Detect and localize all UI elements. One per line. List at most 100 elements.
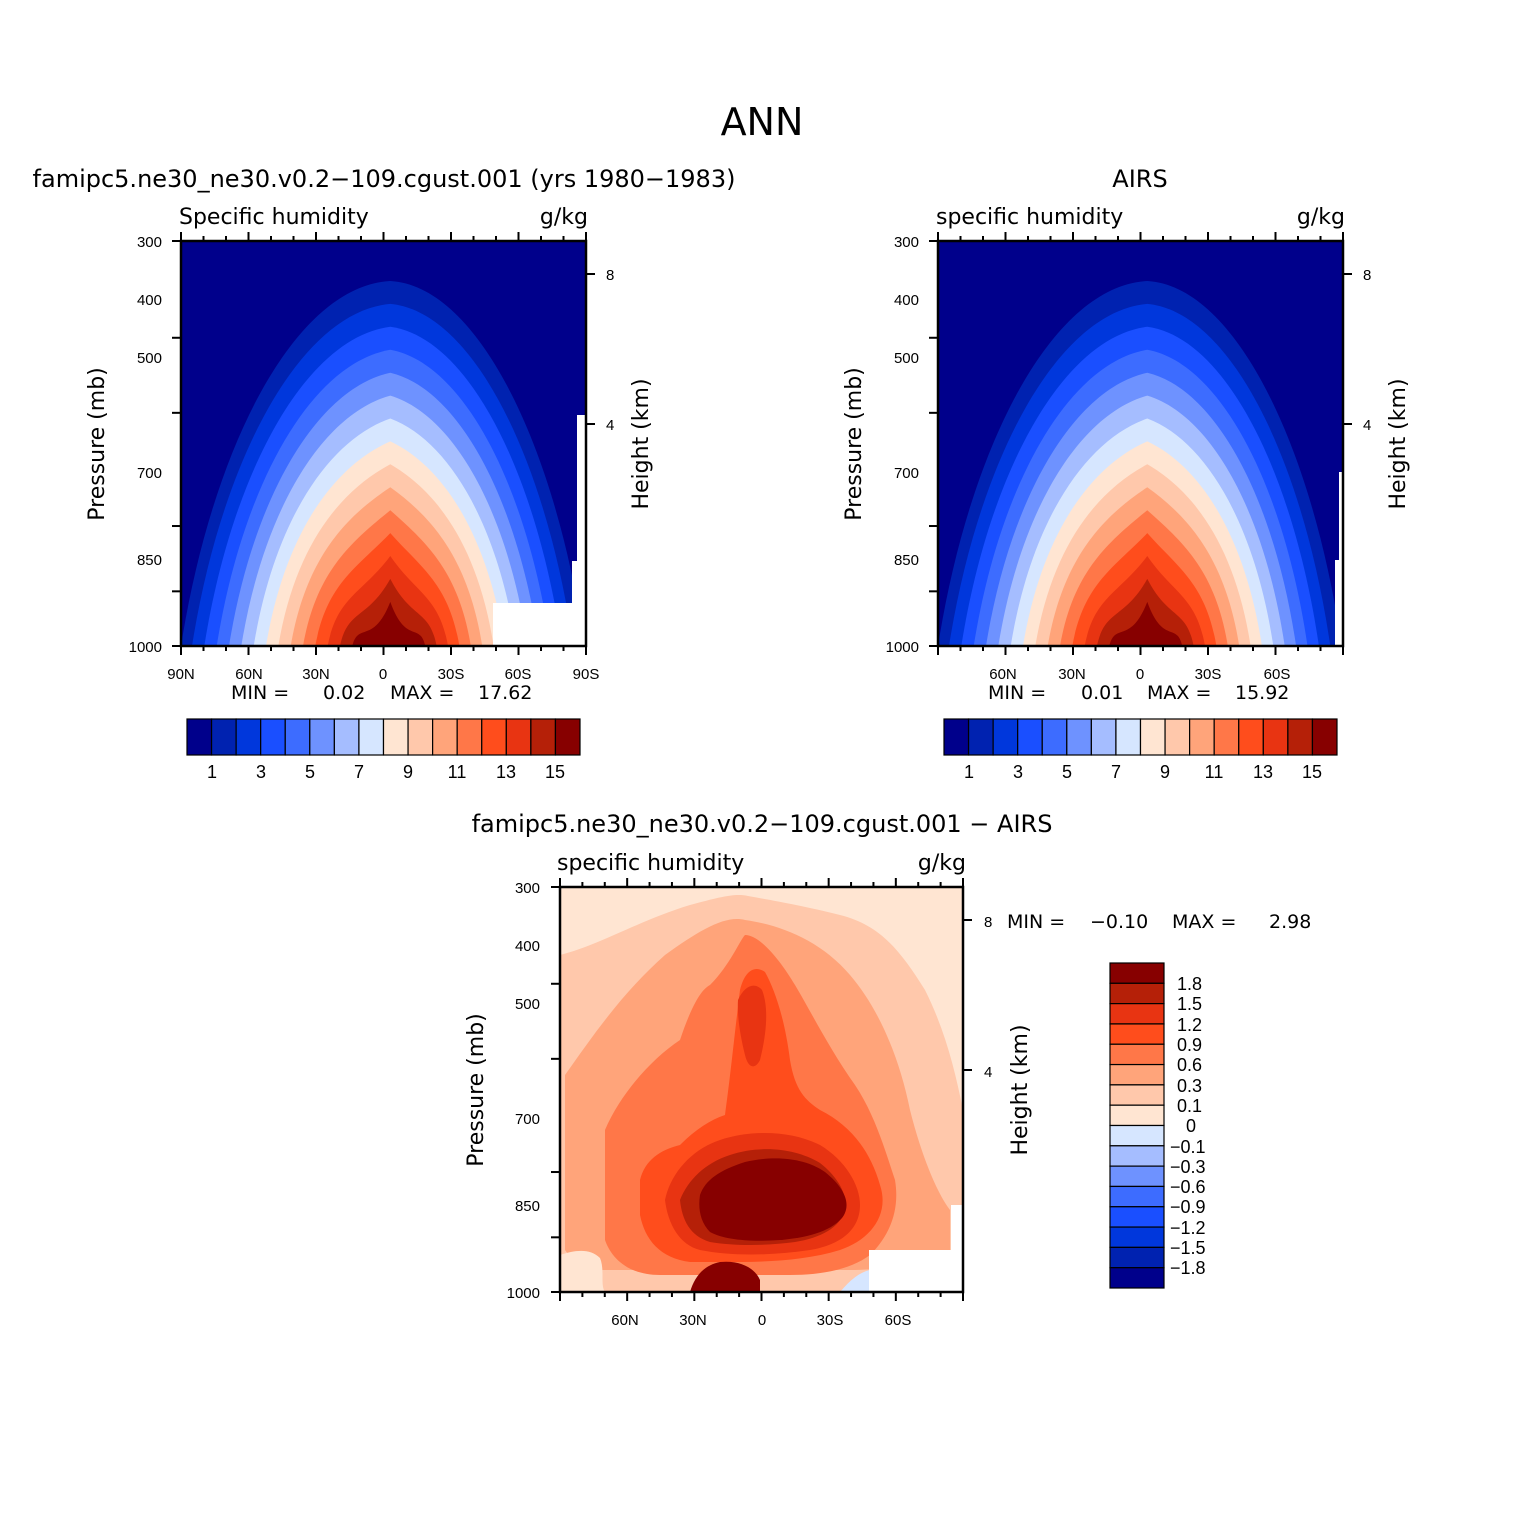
x-tick-label: 60S <box>885 1312 912 1329</box>
panel-obs: AIRS specific humidity g/kg 300 400 500 … <box>842 165 1411 782</box>
y2-axis-title: Height (km) <box>1386 378 1411 509</box>
colorbar-tick-label: 15 <box>1302 762 1322 782</box>
colorbar-tick-label: 0 <box>1186 1116 1196 1136</box>
colorbar-tick-label: 0.3 <box>1177 1076 1202 1096</box>
y-axis-title: Pressure (mb) <box>464 1013 489 1167</box>
masked-strip <box>577 415 586 565</box>
min-label: MIN = <box>988 682 1046 704</box>
colorbar-swatch <box>235 718 262 756</box>
colorbar <box>186 718 581 756</box>
max-label: MAX = <box>1147 682 1211 704</box>
colorbar-swatch <box>1238 718 1264 756</box>
colorbar-swatch <box>1109 1084 1165 1106</box>
colorbar-tick-label: 1.5 <box>1177 994 1202 1014</box>
colorbar-swatch <box>358 718 385 756</box>
panel-title: AIRS <box>1112 165 1167 193</box>
colorbar-tick-label: −1.2 <box>1170 1218 1206 1238</box>
colorbar-swatch <box>456 718 483 756</box>
colorbar <box>943 718 1338 756</box>
tick-marks <box>551 878 972 1301</box>
colorbar-swatch <box>554 718 581 756</box>
colorbar-swatch <box>481 718 507 756</box>
colorbar-tick-label: −1.5 <box>1170 1238 1206 1258</box>
y2-tick-label: 8 <box>984 914 992 931</box>
colorbar-swatch <box>992 718 1019 756</box>
y2-tick-label: 4 <box>606 417 614 434</box>
min-value: 0.02 <box>323 682 365 704</box>
y-tick-label: 500 <box>894 350 919 367</box>
y-tick-label: 500 <box>515 996 540 1013</box>
colorbar-swatch <box>943 718 970 756</box>
masked-strip <box>951 1205 963 1292</box>
x-tick-label: 60S <box>505 666 532 683</box>
colorbar-swatch <box>1041 718 1068 756</box>
colorbar-swatch <box>1109 1043 1165 1066</box>
colorbar-tick-label: −0.1 <box>1170 1137 1206 1157</box>
min-value: 0.01 <box>1081 682 1123 704</box>
colorbar-tick-label: 1.2 <box>1177 1015 1202 1035</box>
colorbar-swatch <box>1109 1226 1165 1248</box>
y-axis-title: Pressure (mb) <box>85 367 110 521</box>
x-tick-label: 30S <box>438 666 465 683</box>
colorbar-swatch <box>1090 718 1117 756</box>
colorbar-swatch <box>1109 1124 1165 1147</box>
colorbar-swatch <box>432 718 458 756</box>
colorbar-tick-label: 13 <box>1253 762 1273 782</box>
colorbar-swatch <box>1109 1165 1165 1188</box>
colorbar-swatch <box>284 718 311 756</box>
panel-title: famipc5.ne30_ne30.v0.2−109.cgust.001 − A… <box>472 810 1053 838</box>
colorbar-tick-label: 13 <box>496 762 516 782</box>
max-label: MAX = <box>1172 911 1236 933</box>
colorbar-tick-label: 1 <box>964 762 974 782</box>
contour-field <box>181 241 586 646</box>
colorbar-tick-label: 11 <box>1205 762 1224 782</box>
colorbar-swatch <box>1311 718 1338 756</box>
x-tick-label: 90N <box>167 666 195 683</box>
colorbar-tick-label: 7 <box>1111 762 1121 782</box>
y2-tick-label: 4 <box>1363 417 1371 434</box>
y-tick-label: 400 <box>894 292 919 309</box>
tick-marks <box>929 232 1352 655</box>
colorbar-swatch <box>1115 718 1142 756</box>
max-value: 17.62 <box>478 682 532 704</box>
y-tick-label: 850 <box>137 552 162 569</box>
colorbar-swatch <box>1164 718 1191 756</box>
colorbar-tick-label: 11 <box>448 762 467 782</box>
colorbar-swatch <box>967 718 994 756</box>
x-tick-label: 90S <box>573 666 600 683</box>
colorbar-swatch <box>1109 1104 1165 1127</box>
colorbar-tick-label: −0.9 <box>1170 1197 1206 1217</box>
colorbar-swatch <box>1109 962 1165 984</box>
band <box>840 1270 870 1292</box>
units-label: g/kg <box>918 851 966 876</box>
colorbar-tick-label: 9 <box>1160 762 1170 782</box>
masked-region <box>493 561 586 646</box>
y-tick-label: 850 <box>894 552 919 569</box>
y-tick-label: 700 <box>515 1111 540 1128</box>
colorbar-swatch <box>1109 1145 1165 1167</box>
y-tick-label: 500 <box>137 350 162 367</box>
x-tick-label: 60S <box>1264 666 1291 683</box>
y-tick-label: 400 <box>137 292 162 309</box>
colorbar-tick-label: 0.1 <box>1177 1096 1202 1116</box>
colorbar-swatch <box>333 718 360 756</box>
y-tick-label: 700 <box>894 465 919 482</box>
colorbar-tick-label: 3 <box>256 762 266 782</box>
y-tick-label: 1000 <box>886 639 919 656</box>
y-tick-label: 300 <box>515 880 540 897</box>
y-tick-label: 700 <box>137 465 162 482</box>
x-tick-label: 0 <box>1136 666 1144 683</box>
x-tick-label: 60N <box>989 666 1017 683</box>
colorbar-swatch <box>1287 718 1314 756</box>
band <box>560 1250 605 1292</box>
colorbar-swatch <box>1213 718 1240 756</box>
field-name-label: specific humidity <box>936 205 1123 230</box>
contour-band <box>352 601 426 646</box>
y-tick-label: 1000 <box>507 1285 540 1302</box>
colorbar-swatch <box>1189 718 1215 756</box>
masked-strip <box>1335 560 1343 646</box>
colorbar-tick-label: −0.6 <box>1170 1177 1206 1197</box>
max-value: 2.98 <box>1269 911 1311 933</box>
figure-title: ANN <box>721 100 804 144</box>
